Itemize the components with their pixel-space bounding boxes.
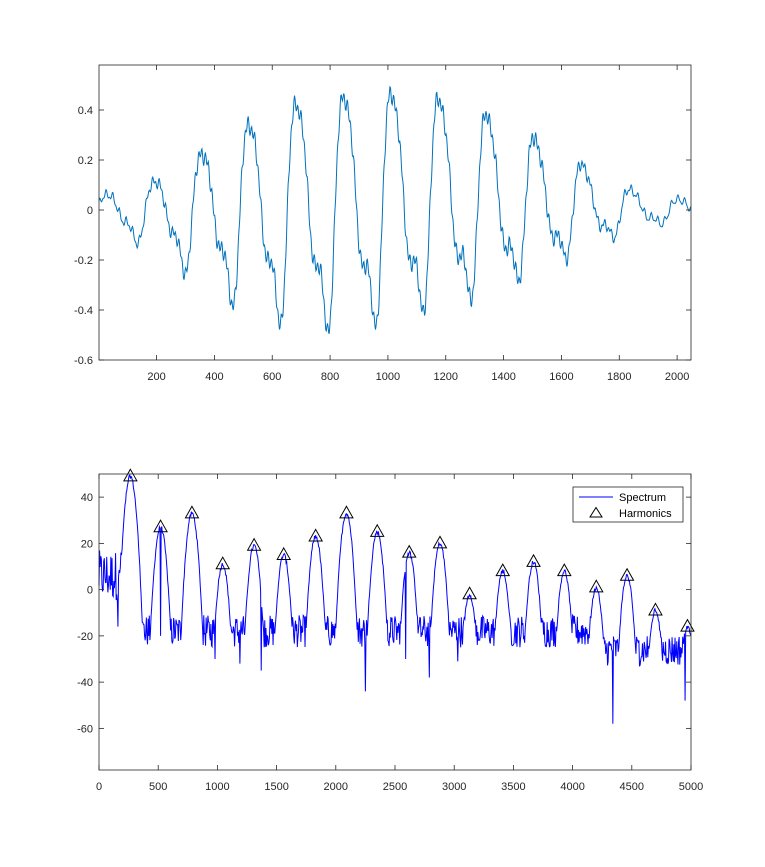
spectrum-x-tick-label: 4500 <box>620 781 644 793</box>
harmonic-marker <box>462 586 477 600</box>
harmonic-marker <box>123 468 138 482</box>
spectrum-x-tick-label: 5000 <box>679 781 703 793</box>
time-x-tick-label: 1200 <box>434 371 458 383</box>
spectrum-y-tick-label: 20 <box>81 538 93 550</box>
time-x-tick-label: 1600 <box>549 371 573 383</box>
waveform-line <box>98 85 692 334</box>
spectrum-y-tick-label: -60 <box>77 723 93 735</box>
time-x-tick-label: 600 <box>263 371 281 383</box>
spectrum-axes: 0 500 1000 1500 2000 2500 3000 3500 4000 4500 5000… <box>77 468 703 793</box>
time-y-tick-label: -0.4 <box>74 305 93 317</box>
spectrum-y-tick-label: -40 <box>77 677 93 689</box>
harmonic-marker <box>215 556 231 570</box>
harmonic-marker <box>153 519 168 533</box>
spectrum-x-tick-label: 2000 <box>324 781 348 793</box>
spectrum-y-ticks: -60 -40 -20 0 20 40 <box>77 492 691 735</box>
harmonic-marker <box>246 537 262 551</box>
spectrum-x-tick-label: 3000 <box>442 781 466 793</box>
time-y-tick-label: 0.2 <box>78 155 93 167</box>
harmonic-marker <box>526 553 541 567</box>
harmonic-marker <box>648 602 663 616</box>
time-y-tick-label: 0 <box>87 205 93 217</box>
spectrum-y-tick-label: -20 <box>77 631 93 643</box>
spectrum-axes-box <box>98 473 692 771</box>
waveform-series-group <box>98 85 692 334</box>
harmonic-marker <box>369 523 385 537</box>
spectrum-y-tick-label: 40 <box>81 492 93 504</box>
spectrum-x-tick-label: 3500 <box>501 781 525 793</box>
spectrum-x-tick-label: 0 <box>96 781 102 793</box>
time-x-tick-label: 2000 <box>665 371 689 383</box>
spectrum-line <box>98 474 692 724</box>
harmonic-marker <box>308 528 324 542</box>
spectrum-plot-area <box>99 474 691 770</box>
time-x-tick-label: 1000 <box>376 371 400 383</box>
time-y-tick-label: 0.4 <box>78 105 93 117</box>
spectrum-series-group <box>98 474 692 724</box>
spectrum-x-tick-label: 500 <box>149 781 167 793</box>
harmonic-marker <box>339 505 354 519</box>
harmonic-marker <box>619 567 635 581</box>
harmonics-markers-group <box>123 468 695 632</box>
harmonic-marker <box>432 535 448 549</box>
time-x-tick-label: 800 <box>321 371 339 383</box>
spectrum-x-tick-label: 1000 <box>205 781 229 793</box>
legend-harmonics-marker <box>589 506 603 518</box>
time-x-tick-label: 400 <box>205 371 223 383</box>
spectrum-x-tick-label: 2500 <box>383 781 407 793</box>
harmonic-marker <box>588 579 604 593</box>
time-y-ticks: -0.6 -0.4 -0.2 0 0.2 0.4 <box>74 105 691 367</box>
time-x-ticks: 200 400 600 800 1000 1200 1400 1600 1800 2000 <box>147 65 689 383</box>
harmonic-marker <box>495 563 511 577</box>
harmonic-marker <box>401 544 417 558</box>
harmonic-marker <box>276 546 292 560</box>
time-axes: 200 400 600 800 1000 1200 1400 1600 1800 2000 -0.… <box>74 64 692 383</box>
harmonic-marker <box>556 563 572 577</box>
time-axes-box <box>98 64 692 361</box>
time-x-tick-label: 1800 <box>607 371 631 383</box>
spectrum-x-tick-label: 1500 <box>264 781 288 793</box>
time-x-tick-label: 1400 <box>491 371 515 383</box>
time-x-tick-label: 200 <box>147 371 165 383</box>
harmonic-marker <box>184 505 200 519</box>
spectrum-x-tick-label: 4000 <box>560 781 584 793</box>
time-y-tick-label: -0.2 <box>74 255 93 267</box>
legend-harmonics-label: Harmonics <box>619 508 672 520</box>
time-y-tick-label: -0.6 <box>74 355 93 367</box>
spectrum-x-ticks: 0 500 1000 1500 2000 2500 3000 3500 4000 4500 5000 <box>96 474 703 793</box>
legend-spectrum-label: Spectrum <box>619 492 666 504</box>
time-plot-area <box>99 65 691 360</box>
legend-box <box>572 486 684 523</box>
spectrum-y-tick-label: 0 <box>87 585 93 597</box>
spectrum-legend: Spectrum Harmonics <box>572 486 684 523</box>
